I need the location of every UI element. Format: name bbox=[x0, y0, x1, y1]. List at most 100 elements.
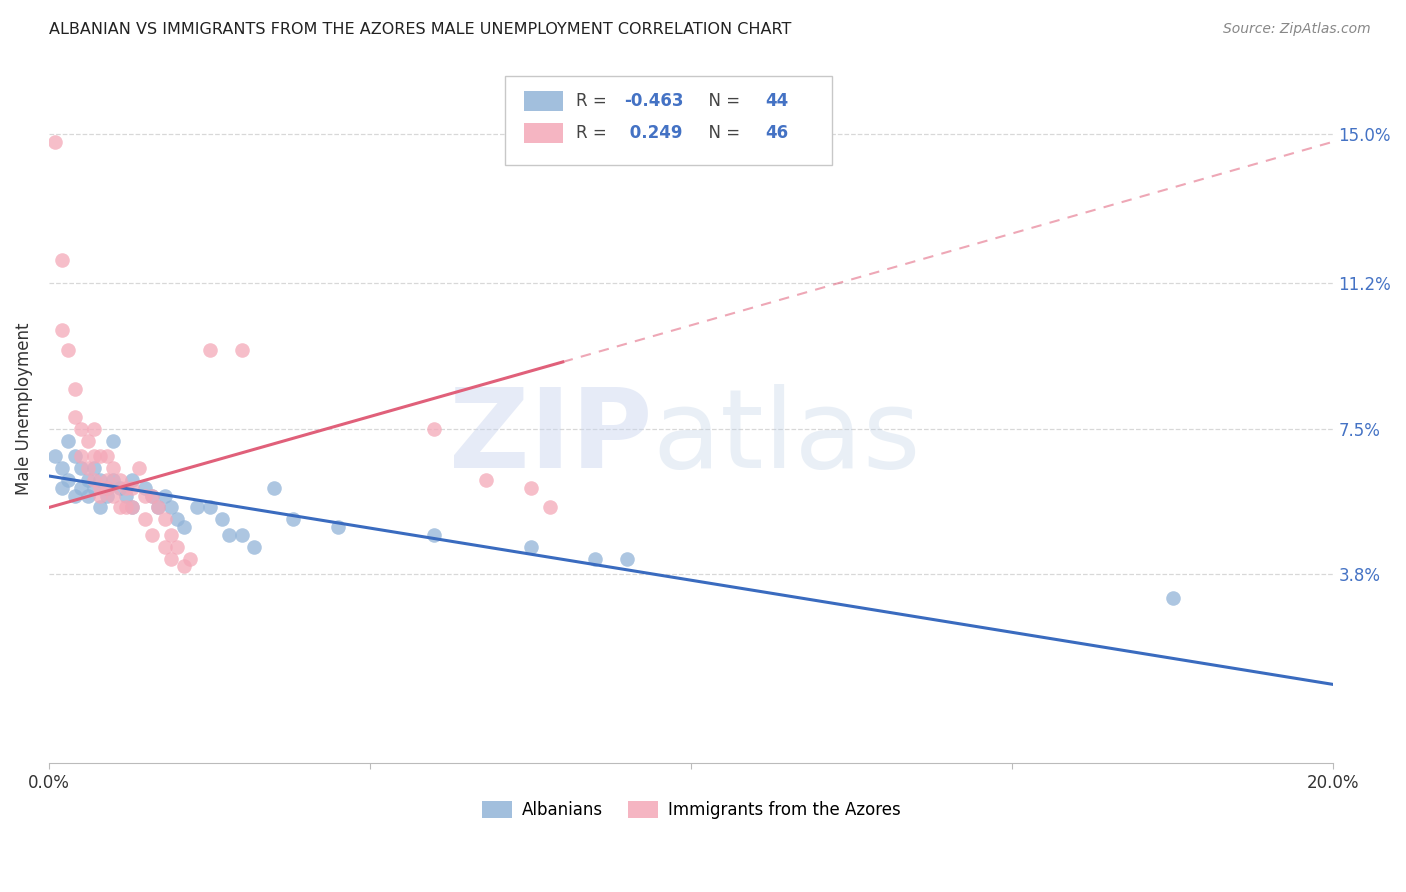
Point bbox=[89, 481, 111, 495]
Point bbox=[115, 500, 138, 515]
Point bbox=[58, 473, 80, 487]
Point bbox=[179, 551, 201, 566]
Point bbox=[186, 500, 208, 515]
Text: -0.463: -0.463 bbox=[624, 92, 683, 110]
Point bbox=[160, 500, 183, 515]
Point bbox=[141, 489, 163, 503]
Point bbox=[519, 481, 541, 495]
Point bbox=[96, 450, 118, 464]
Point bbox=[63, 489, 86, 503]
Point bbox=[103, 489, 125, 503]
Point bbox=[423, 528, 446, 542]
Point bbox=[76, 473, 98, 487]
Point bbox=[51, 461, 73, 475]
Point bbox=[83, 461, 105, 475]
Point bbox=[121, 500, 143, 515]
Y-axis label: Male Unemployment: Male Unemployment bbox=[15, 323, 32, 495]
Point bbox=[63, 409, 86, 424]
Point bbox=[121, 481, 143, 495]
Point bbox=[96, 473, 118, 487]
Text: Source: ZipAtlas.com: Source: ZipAtlas.com bbox=[1223, 22, 1371, 37]
Point bbox=[115, 481, 138, 495]
Point bbox=[89, 473, 111, 487]
Point bbox=[231, 528, 253, 542]
Point bbox=[538, 500, 561, 515]
FancyBboxPatch shape bbox=[524, 123, 562, 143]
Text: R =: R = bbox=[575, 92, 612, 110]
Point bbox=[474, 473, 496, 487]
Point bbox=[83, 450, 105, 464]
Point bbox=[121, 473, 143, 487]
Point bbox=[1161, 591, 1184, 605]
Point bbox=[103, 461, 125, 475]
Text: N =: N = bbox=[697, 124, 745, 142]
Point bbox=[519, 540, 541, 554]
Point bbox=[63, 383, 86, 397]
Text: 46: 46 bbox=[766, 124, 789, 142]
Point bbox=[44, 135, 66, 149]
Text: ZIP: ZIP bbox=[450, 384, 652, 491]
Point bbox=[218, 528, 240, 542]
Text: ALBANIAN VS IMMIGRANTS FROM THE AZORES MALE UNEMPLOYMENT CORRELATION CHART: ALBANIAN VS IMMIGRANTS FROM THE AZORES M… bbox=[49, 22, 792, 37]
Text: R =: R = bbox=[575, 124, 612, 142]
Point bbox=[89, 450, 111, 464]
Point bbox=[211, 512, 233, 526]
Point bbox=[103, 434, 125, 448]
Point bbox=[51, 252, 73, 267]
Point bbox=[51, 481, 73, 495]
Point bbox=[108, 473, 131, 487]
Point bbox=[134, 481, 156, 495]
Point bbox=[173, 520, 195, 534]
Point bbox=[44, 450, 66, 464]
Legend: Albanians, Immigrants from the Azores: Albanians, Immigrants from the Azores bbox=[475, 794, 907, 826]
Point bbox=[70, 481, 93, 495]
Point bbox=[70, 461, 93, 475]
Point bbox=[160, 551, 183, 566]
Point bbox=[58, 343, 80, 358]
Point bbox=[153, 512, 176, 526]
Point bbox=[141, 489, 163, 503]
Point bbox=[134, 512, 156, 526]
Point bbox=[96, 481, 118, 495]
Point bbox=[76, 434, 98, 448]
Point bbox=[263, 481, 285, 495]
Point bbox=[616, 551, 638, 566]
Point bbox=[89, 489, 111, 503]
Point bbox=[63, 450, 86, 464]
Point bbox=[51, 323, 73, 337]
Point bbox=[231, 343, 253, 358]
Point bbox=[76, 489, 98, 503]
Point bbox=[146, 500, 169, 515]
Point bbox=[166, 512, 188, 526]
Point bbox=[96, 481, 118, 495]
Point bbox=[83, 473, 105, 487]
Point bbox=[141, 528, 163, 542]
Point bbox=[198, 343, 221, 358]
Point bbox=[89, 500, 111, 515]
Text: atlas: atlas bbox=[652, 384, 921, 491]
FancyBboxPatch shape bbox=[505, 77, 832, 165]
Point bbox=[243, 540, 266, 554]
Point bbox=[58, 434, 80, 448]
Point bbox=[583, 551, 606, 566]
Point bbox=[173, 559, 195, 574]
Point bbox=[83, 422, 105, 436]
Point bbox=[121, 500, 143, 515]
Point bbox=[83, 481, 105, 495]
Text: 0.249: 0.249 bbox=[624, 124, 683, 142]
Text: 44: 44 bbox=[766, 92, 789, 110]
Point bbox=[166, 540, 188, 554]
FancyBboxPatch shape bbox=[524, 91, 562, 112]
Point bbox=[146, 500, 169, 515]
Point bbox=[108, 481, 131, 495]
Point bbox=[134, 489, 156, 503]
Point bbox=[96, 489, 118, 503]
Point bbox=[281, 512, 304, 526]
Point bbox=[153, 489, 176, 503]
Point bbox=[198, 500, 221, 515]
Point bbox=[70, 450, 93, 464]
Point bbox=[128, 461, 150, 475]
Point bbox=[76, 461, 98, 475]
Text: N =: N = bbox=[697, 92, 745, 110]
Point bbox=[103, 473, 125, 487]
